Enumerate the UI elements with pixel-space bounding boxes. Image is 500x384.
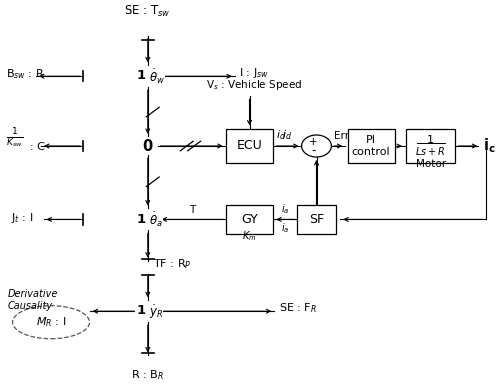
Text: 1: 1 xyxy=(427,135,434,145)
Text: $Ls+R$: $Ls+R$ xyxy=(416,145,446,157)
Text: $\dot{y}_R$: $\dot{y}_R$ xyxy=(149,303,163,321)
Text: J$_t$ : I: J$_t$ : I xyxy=(12,210,34,225)
Text: GY: GY xyxy=(241,213,258,226)
Text: $i_d$: $i_d$ xyxy=(282,128,292,142)
Text: $\dot{\theta}_a$: $\dot{\theta}_a$ xyxy=(149,211,162,229)
Text: Error: Error xyxy=(334,131,359,141)
Text: Derivative
Causality: Derivative Causality xyxy=(8,290,58,311)
Text: $M_R$ : I: $M_R$ : I xyxy=(36,315,66,329)
Text: Motor: Motor xyxy=(416,159,446,169)
Text: +: + xyxy=(309,137,318,147)
Text: : C: : C xyxy=(30,142,45,152)
Text: $\mathbf{1}$: $\mathbf{1}$ xyxy=(136,213,146,225)
Text: $\mathbf{0}$: $\mathbf{0}$ xyxy=(142,138,154,154)
Bar xyxy=(296,205,337,234)
Text: ECU: ECU xyxy=(236,139,262,152)
Text: $\dot{\theta}_w$: $\dot{\theta}_w$ xyxy=(149,68,165,86)
Text: $\mathbf{i_c}$: $\mathbf{i_c}$ xyxy=(482,137,496,156)
Text: $\frac{1}{K_{sw}}$: $\frac{1}{K_{sw}}$ xyxy=(6,126,24,150)
Text: -: - xyxy=(312,144,316,157)
Text: PI
control: PI control xyxy=(352,135,391,157)
Bar xyxy=(406,129,456,164)
Text: R : B$_R$: R : B$_R$ xyxy=(132,368,164,382)
Circle shape xyxy=(302,135,332,157)
Text: SE : F$_R$: SE : F$_R$ xyxy=(280,301,318,315)
Text: $i_a$: $i_a$ xyxy=(281,202,289,216)
Text: SF: SF xyxy=(309,213,324,226)
Text: $\mathbf{1}$: $\mathbf{1}$ xyxy=(136,305,146,317)
Text: $i_d$: $i_d$ xyxy=(276,128,286,142)
Text: SE : T$_{sw}$: SE : T$_{sw}$ xyxy=(124,4,171,19)
Text: $i_a$: $i_a$ xyxy=(281,221,289,235)
Bar xyxy=(226,205,273,234)
Text: $\mathbf{1}$: $\mathbf{1}$ xyxy=(136,70,146,83)
Bar xyxy=(348,129,395,164)
Text: T: T xyxy=(189,205,196,215)
Text: $K_m$: $K_m$ xyxy=(242,229,257,243)
Bar xyxy=(226,129,273,164)
Text: V$_s$ : Vehicle Speed: V$_s$ : Vehicle Speed xyxy=(206,78,302,92)
Text: I : J$_{sw}$: I : J$_{sw}$ xyxy=(238,66,268,80)
Text: TF : R$_P$: TF : R$_P$ xyxy=(152,257,191,271)
Text: B$_{sw}$ : R: B$_{sw}$ : R xyxy=(6,68,45,81)
